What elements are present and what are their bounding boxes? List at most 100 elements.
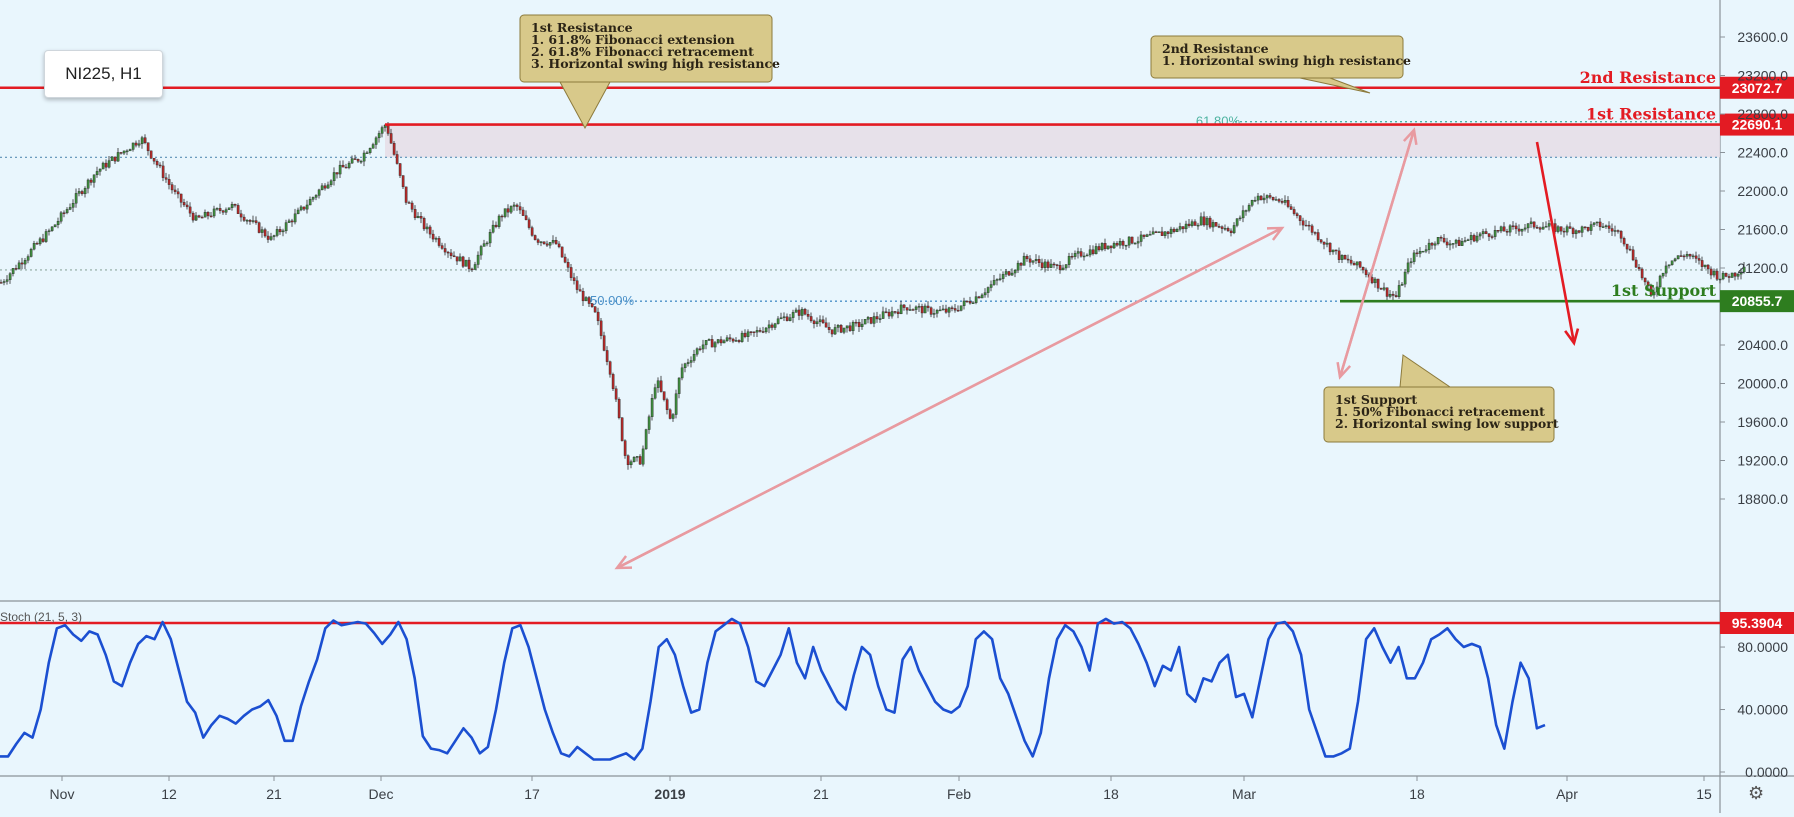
candle: [1691, 253, 1695, 260]
candle-body: [830, 329, 834, 335]
candle-body: [674, 393, 678, 415]
candle: [791, 309, 795, 323]
candle-body: [1343, 254, 1347, 260]
candle-body: [803, 308, 807, 315]
candle: [0, 279, 3, 284]
candle-body: [1289, 206, 1293, 210]
candle-body: [218, 208, 222, 211]
candle: [305, 199, 309, 214]
candle-body: [365, 152, 369, 154]
candle-body: [470, 268, 474, 271]
candle: [1478, 231, 1482, 241]
candle-body: [1589, 224, 1593, 231]
candle-body: [1487, 233, 1491, 237]
candle: [1490, 234, 1494, 240]
candle-body: [824, 322, 828, 328]
candle-body: [1328, 242, 1332, 253]
candle-body: [341, 164, 345, 168]
candle-body: [1151, 231, 1155, 235]
candle: [347, 161, 351, 170]
candle-body: [944, 308, 948, 313]
candle-body: [902, 304, 906, 308]
candle: [1517, 224, 1521, 236]
candle: [659, 375, 663, 393]
candle-body: [1499, 226, 1503, 232]
candle-body: [1391, 293, 1395, 296]
candle-body: [617, 399, 621, 418]
candle: [1346, 254, 1350, 264]
candle: [1673, 257, 1677, 263]
candle: [1616, 229, 1620, 234]
candle: [368, 147, 372, 155]
candle-body: [665, 399, 669, 410]
candle: [1088, 245, 1092, 258]
candle: [1070, 252, 1074, 260]
candle: [1223, 224, 1227, 231]
candle-body: [0, 282, 3, 284]
candle-body: [1079, 251, 1083, 257]
candle: [2, 279, 6, 286]
candle-body: [1106, 245, 1110, 250]
candle-body: [446, 251, 450, 254]
candle: [647, 414, 651, 434]
candle-body: [89, 179, 93, 183]
candle: [1145, 233, 1149, 238]
candle-body: [656, 380, 660, 388]
candle-body: [515, 204, 519, 207]
candle-body: [200, 216, 204, 219]
candle: [431, 229, 435, 243]
y-tick-label: 23600.0: [1737, 29, 1788, 45]
candle-body: [1262, 197, 1266, 201]
candle-body: [311, 197, 315, 200]
candle: [1625, 243, 1629, 254]
stochastic-line: [0, 617, 1546, 761]
candle: [848, 322, 852, 332]
candle-body: [1142, 234, 1146, 237]
candle: [1229, 228, 1233, 237]
candle-body: [368, 148, 372, 153]
candle-body: [983, 292, 987, 296]
candle: [545, 240, 549, 248]
candle: [1514, 222, 1518, 234]
candle-body: [1052, 263, 1056, 266]
candle: [1115, 241, 1119, 247]
candle: [980, 293, 984, 299]
candle-body: [1388, 293, 1392, 297]
candle: [770, 322, 774, 331]
candle: [1403, 269, 1407, 288]
candle: [926, 301, 930, 312]
candle-body: [509, 206, 513, 213]
candle-body: [1286, 200, 1290, 207]
candle-body: [608, 361, 612, 375]
candle: [251, 215, 255, 224]
candle-body: [119, 152, 123, 154]
candle: [182, 198, 186, 208]
candle-body: [1433, 243, 1437, 246]
candle-body: [1019, 262, 1023, 266]
candle-body: [1088, 249, 1092, 256]
candle-body: [815, 321, 819, 325]
candle-body: [1610, 228, 1614, 232]
candle-body: [1382, 287, 1386, 290]
candle-body: [623, 440, 627, 456]
candle-body: [113, 156, 117, 162]
candle-body: [590, 303, 594, 307]
candle-body: [437, 238, 441, 246]
axes: 23600.0 23200.0 22800.0 22400.0 22000.0 21600…: [50, 29, 1789, 802]
candle: [725, 335, 729, 342]
x-tick-label: 15: [1696, 786, 1712, 802]
candle-body: [620, 417, 624, 441]
candle-body: [146, 142, 150, 152]
candle: [1286, 196, 1290, 209]
candle: [1502, 222, 1506, 232]
candle-body: [1658, 275, 1662, 288]
candle-body: [1511, 225, 1515, 227]
candle: [650, 394, 654, 421]
candle: [983, 288, 987, 298]
candle: [1463, 236, 1467, 243]
candle: [842, 327, 846, 335]
candle-body: [491, 224, 495, 233]
gear-icon[interactable]: ⚙: [1748, 783, 1765, 804]
candle: [26, 254, 30, 264]
candle: [911, 308, 915, 311]
